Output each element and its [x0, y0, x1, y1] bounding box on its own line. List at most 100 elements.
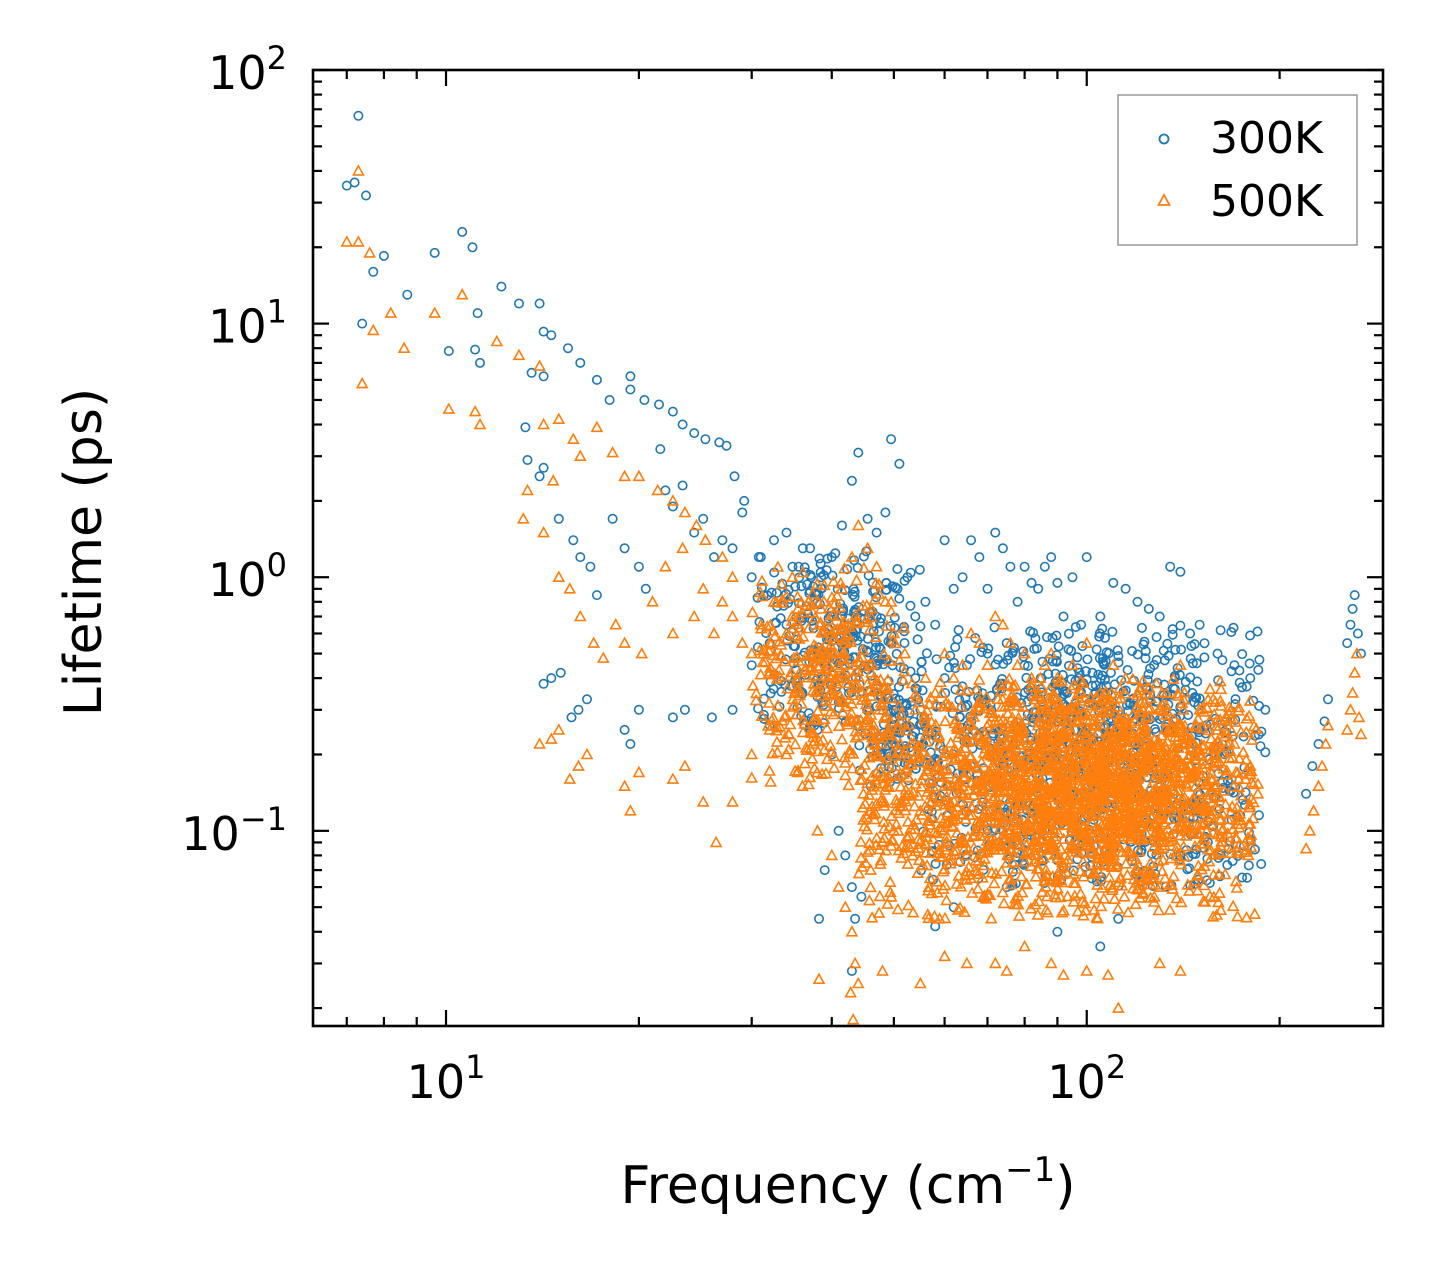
point-300k-1360	[467, 242, 478, 253]
point-500k-268	[746, 679, 760, 691]
point-300k-314	[1176, 644, 1187, 655]
point-500k-616	[876, 703, 890, 715]
point-300k-1387	[739, 495, 750, 506]
point-500k-1933	[1167, 869, 1180, 882]
point-500k-1533	[920, 764, 934, 777]
point-500k-1246	[1226, 899, 1240, 912]
point-300k-835	[1094, 653, 1105, 664]
point-500k-2320	[1098, 705, 1112, 717]
point-500k-2719	[796, 779, 809, 791]
point-500k-758	[946, 820, 959, 832]
point-300k-1522	[1349, 590, 1360, 601]
point-500k-2359	[1058, 848, 1072, 861]
point-500k-2702	[533, 737, 546, 749]
point-300k-1511	[813, 913, 824, 924]
point-500k-191	[780, 589, 793, 602]
point-500k-468	[874, 853, 888, 866]
point-300k-1512	[819, 865, 830, 876]
point-300k-362	[1140, 653, 1151, 664]
point-500k-1077	[915, 773, 929, 786]
point-500k-1353	[858, 758, 871, 770]
point-300k-1222	[776, 686, 787, 697]
point-500k-338	[863, 718, 877, 730]
point-500k-1880	[964, 750, 977, 763]
point-500k-965	[1182, 884, 1196, 896]
point-500k-1427	[1220, 764, 1234, 776]
point-500k-2018	[1005, 694, 1019, 706]
point-500k-1590	[908, 799, 921, 812]
point-500k-2581	[1005, 804, 1018, 817]
point-500k-2143	[1094, 775, 1107, 788]
point-500k-1055	[1158, 871, 1172, 884]
point-500k-1060	[892, 806, 906, 819]
point-300k-1386	[729, 471, 740, 482]
point-500k-2128	[1084, 691, 1097, 703]
point-500k-2527	[1201, 788, 1215, 800]
point-500k-2628	[726, 570, 739, 582]
point-500k-1897	[1067, 895, 1081, 907]
point-500k-70	[780, 632, 793, 644]
point-300k-1425	[886, 434, 897, 445]
point-500k-2765	[1319, 737, 1333, 749]
point-500k-2540	[1186, 766, 1199, 779]
point-500k-2604	[355, 376, 369, 389]
point-500k-2411	[1154, 827, 1168, 839]
point-500k-1985	[921, 907, 935, 920]
point-300k-1082	[899, 637, 910, 648]
legend-label-300k: 300K	[1210, 113, 1324, 164]
point-300k-228	[1194, 693, 1205, 704]
legend: 300K 500K	[1117, 94, 1358, 246]
point-500k-1777	[1009, 695, 1023, 707]
point-500k-364	[845, 697, 859, 709]
point-500k-2694	[1142, 703, 1156, 715]
point-500k-1782	[981, 887, 994, 900]
point-500k-1894	[912, 755, 926, 768]
point-500k-953	[865, 911, 879, 923]
point-300k-1352	[349, 177, 360, 188]
point-500k-2772	[1352, 710, 1366, 723]
point-300k-1445	[1046, 552, 1057, 563]
point-500k-365	[770, 724, 783, 736]
point-500k-2344	[1053, 797, 1067, 810]
point-500k-79	[880, 619, 894, 631]
point-500k-2289	[1018, 713, 1032, 725]
point-500k-349	[827, 647, 841, 659]
point-500k-169	[892, 699, 906, 711]
point-500k-2223	[1035, 835, 1048, 847]
point-500k-2715	[726, 795, 739, 807]
point-500k-1972	[860, 810, 874, 823]
point-300k-1450	[1081, 552, 1092, 563]
point-500k-776	[892, 744, 906, 757]
point-500k-1694	[1008, 678, 1022, 691]
point-500k-2403	[1053, 778, 1066, 790]
point-500k-2574	[1080, 723, 1094, 735]
point-500k-171	[884, 605, 898, 617]
point-500k-2553	[1031, 769, 1045, 781]
point-500k-1704	[854, 835, 868, 847]
point-500k-1456	[1015, 885, 1029, 898]
point-300k-1379	[653, 399, 664, 410]
point-500k-2496	[1182, 748, 1196, 760]
point-500k-289	[798, 756, 812, 769]
point-300k-1129	[880, 584, 891, 595]
point-300k-1362	[496, 281, 507, 292]
point-500k-1615	[852, 866, 866, 879]
point-500k-2464	[1207, 707, 1221, 720]
point-500k-1560	[875, 791, 889, 803]
point-500k-2672	[956, 658, 969, 670]
point-500k-2357	[1174, 718, 1188, 730]
point-500k-1760	[1050, 813, 1064, 825]
point-500k-2352	[1139, 761, 1153, 773]
point-300k-1364	[534, 298, 545, 309]
point-300k-873	[1047, 632, 1058, 643]
point-500k-2169	[1224, 806, 1238, 818]
point-500k-2544	[1104, 738, 1118, 750]
point-500k-2706	[572, 759, 585, 771]
point-300k-1390	[538, 462, 549, 473]
point-500k-2391	[1055, 759, 1069, 772]
point-500k-1572	[975, 755, 988, 768]
point-500k-1900	[1111, 902, 1125, 914]
point-500k-2046	[1005, 710, 1019, 723]
point-500k-2312	[1020, 778, 1034, 790]
point-500k-1906	[1229, 715, 1242, 727]
